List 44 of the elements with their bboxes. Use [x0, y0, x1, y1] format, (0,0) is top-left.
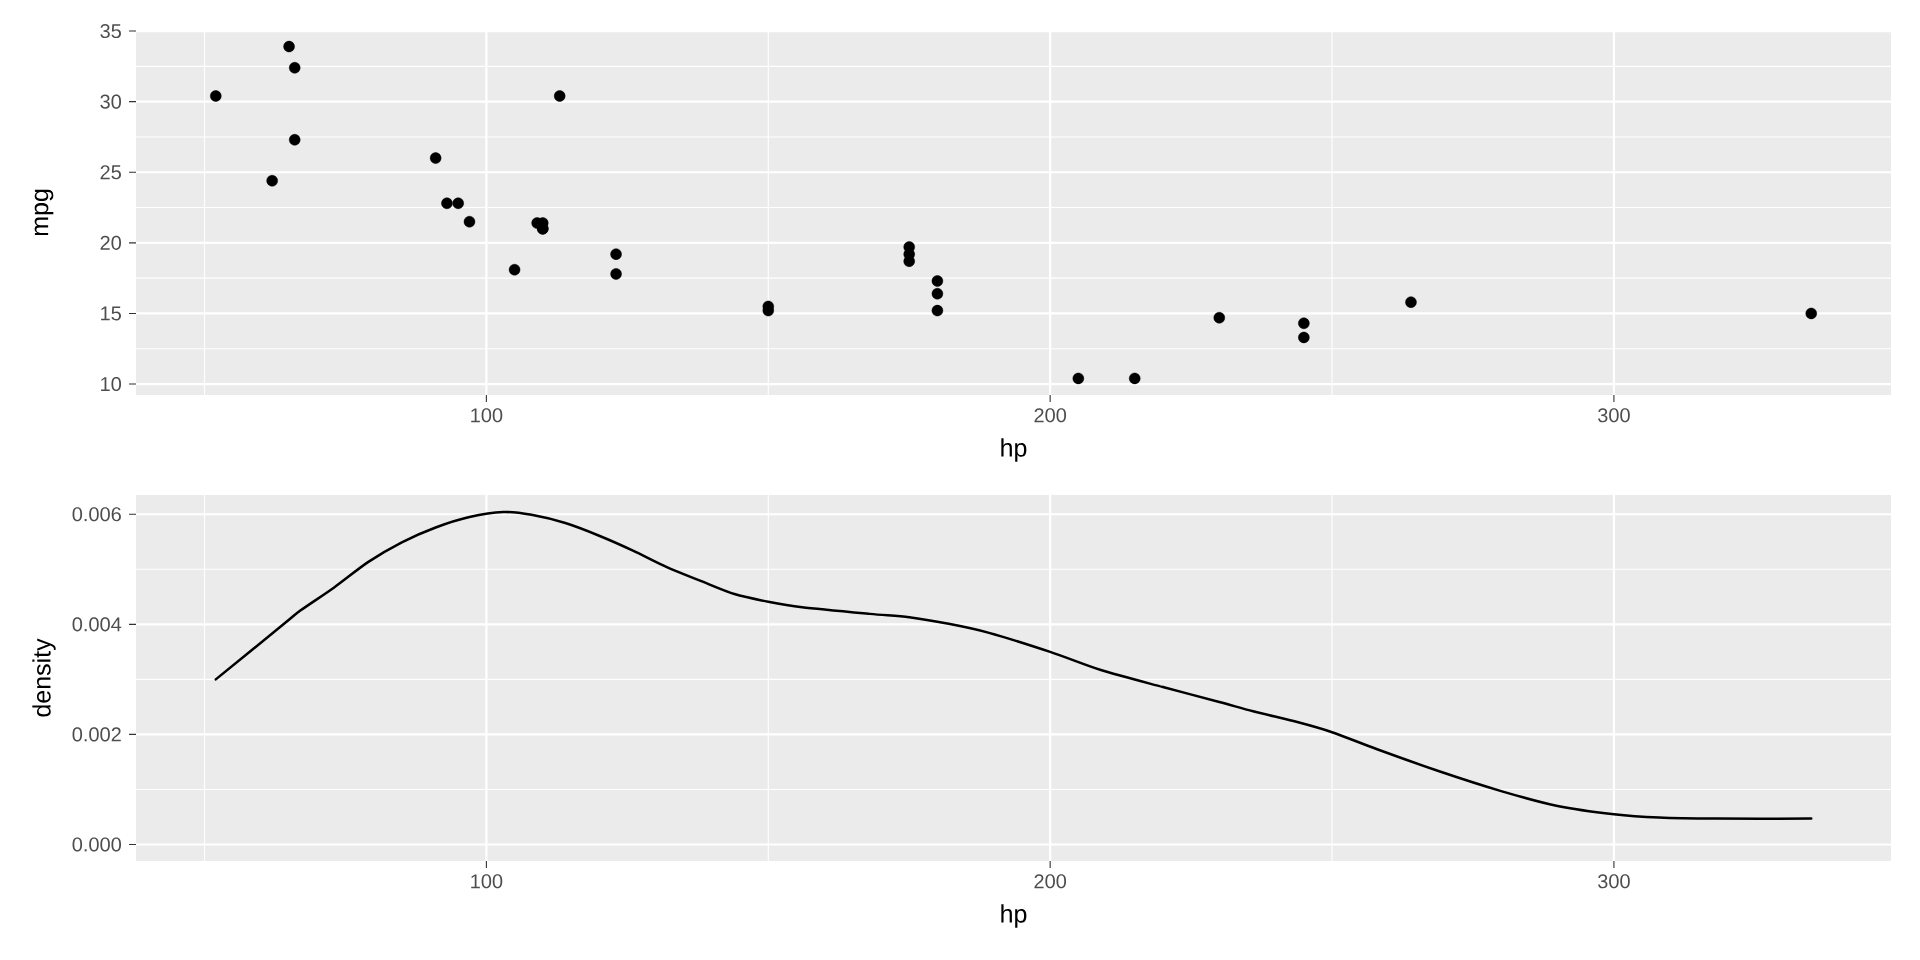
x-tick-label: 100 — [471, 408, 503, 423]
point — [1072, 372, 1085, 385]
point — [429, 152, 442, 164]
point — [452, 197, 464, 210]
point — [1805, 307, 1817, 320]
point — [1298, 317, 1310, 330]
y-tick-label: 0.004 — [72, 617, 122, 632]
point — [508, 263, 521, 276]
point — [1405, 296, 1417, 308]
y-tick-label: 0.006 — [72, 507, 121, 522]
line-series — [214, 510, 1813, 820]
x-tick-label: 300 — [1598, 408, 1630, 423]
x-axis-title: hp — [1001, 904, 1027, 928]
point — [210, 90, 222, 102]
point — [1298, 331, 1310, 344]
x-tick-label: 200 — [1034, 408, 1067, 423]
x-tick-label: 100 — [471, 874, 503, 889]
y-tick-label: 30 — [100, 94, 122, 109]
x-tick-label: 300 — [1598, 874, 1630, 889]
point — [610, 248, 622, 260]
y-axis-title: mpg — [34, 189, 54, 236]
point — [1129, 372, 1141, 385]
x-axis-title: hp — [1001, 438, 1027, 462]
point — [931, 275, 944, 287]
point — [931, 287, 944, 300]
point — [610, 268, 622, 280]
y-tick-label: 25 — [100, 165, 121, 180]
point — [931, 304, 944, 317]
point — [441, 197, 453, 210]
point — [553, 90, 566, 102]
point — [1213, 311, 1225, 324]
y-tick-label: 20 — [100, 235, 122, 250]
y-axis-title: density — [32, 638, 56, 717]
y-tick-label: 15 — [101, 306, 121, 321]
point — [289, 134, 301, 146]
point — [266, 175, 278, 187]
point — [463, 215, 476, 228]
point — [283, 40, 295, 53]
y-tick-label: 10 — [101, 376, 122, 392]
x-tick-label: 200 — [1034, 874, 1067, 889]
y-tick-label: 0.002 — [72, 727, 121, 742]
y-tick-label: 0.000 — [72, 837, 122, 852]
y-tick-label: 35 — [100, 23, 121, 39]
point — [289, 62, 301, 74]
